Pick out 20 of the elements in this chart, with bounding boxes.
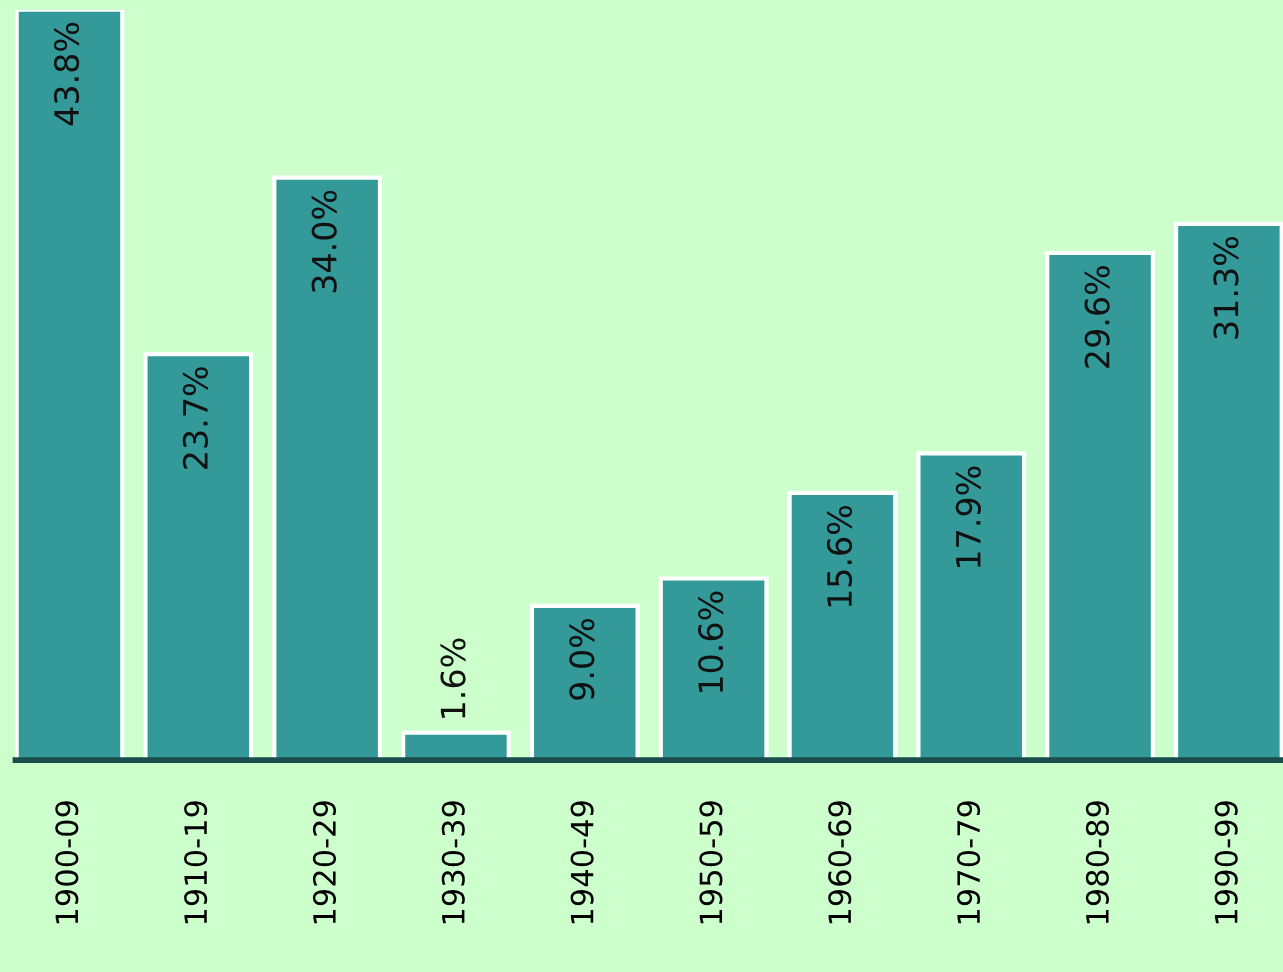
x-tick-label: 1970-79 [957, 801, 981, 924]
data-label: 1.6% [440, 638, 466, 718]
x-tick-label: 1920-29 [312, 801, 337, 924]
x-tick-label: 1960-69 [828, 801, 852, 924]
data-label: 10.6% [698, 591, 724, 692]
data-label: 9.0% [569, 619, 595, 700]
data-label: 17.9% [955, 466, 981, 567]
x-tick-label: 1940-49 [570, 801, 594, 924]
x-tick-label: 1990-99 [1214, 801, 1238, 924]
x-tick-label: 1900-09 [55, 801, 79, 924]
x-tick-label: 1910-19 [184, 801, 208, 924]
x-tick-label: 1930-39 [441, 801, 465, 924]
data-label: 29.6% [1084, 266, 1110, 368]
data-label: 23.7% [182, 367, 208, 469]
x-tick-label: 1950-59 [699, 801, 723, 924]
data-label: 34.0% [311, 190, 337, 293]
data-label: 15.6% [826, 505, 853, 607]
data-label: 43.8% [53, 22, 80, 126]
data-label: 31.3% [1213, 236, 1239, 339]
x-tick-label: 1980-89 [1085, 801, 1109, 924]
